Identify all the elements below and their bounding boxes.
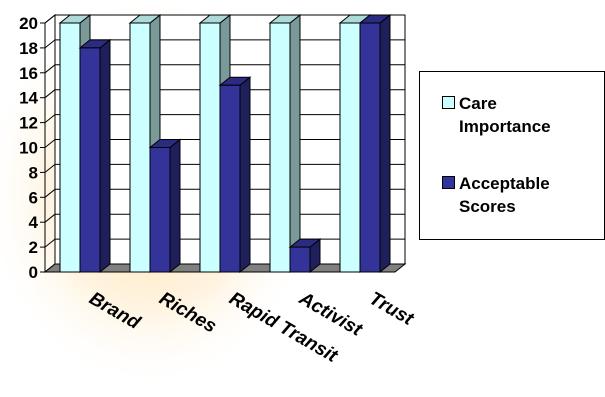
bar-acceptable-scores-trust: [358, 13, 392, 274]
y-tick-label-20: 20: [19, 14, 38, 33]
bar-acceptable-scores-rapid-transit: [218, 76, 252, 274]
legend-swatch-care-importance: [442, 96, 455, 109]
y-tick-label-14: 14: [19, 89, 38, 108]
y-tick-label-10: 10: [19, 139, 38, 158]
legend-swatch-acceptable-scores: [442, 176, 455, 189]
legend-label-care-importance: Care Importance: [459, 94, 551, 136]
x-category-label-trust: Trust: [366, 288, 418, 330]
gridline-side: [44, 164, 56, 173]
gridline-side: [44, 188, 56, 198]
y-tick-label-4: 4: [29, 213, 39, 232]
bar-care-importance-activist: [268, 13, 302, 274]
bar-acceptable-scores-activist: [288, 238, 322, 274]
bar-acceptable-scores-riches: [148, 138, 182, 274]
bar-acceptable-scores-brand: [78, 38, 112, 274]
gridline-side: [44, 139, 56, 148]
gridline-side: [44, 114, 56, 123]
gridline-side: [44, 213, 56, 223]
gridline-side: [44, 64, 56, 74]
gridline-side: [44, 238, 56, 248]
y-tick-label-16: 16: [19, 64, 38, 83]
gridline-side: [44, 89, 56, 99]
y-tick-label-12: 12: [19, 114, 38, 133]
y-tick-label-6: 6: [29, 188, 38, 207]
legend: Care Importance Acceptable Scores: [419, 71, 605, 240]
y-tick-label-8: 8: [29, 163, 38, 182]
gridline-side: [44, 39, 56, 49]
y-tick-label-2: 2: [29, 238, 38, 257]
y-tick-label-18: 18: [19, 39, 38, 58]
y-tick-label-0: 0: [29, 263, 38, 282]
legend-label-acceptable-scores: Acceptable Scores: [459, 174, 550, 216]
